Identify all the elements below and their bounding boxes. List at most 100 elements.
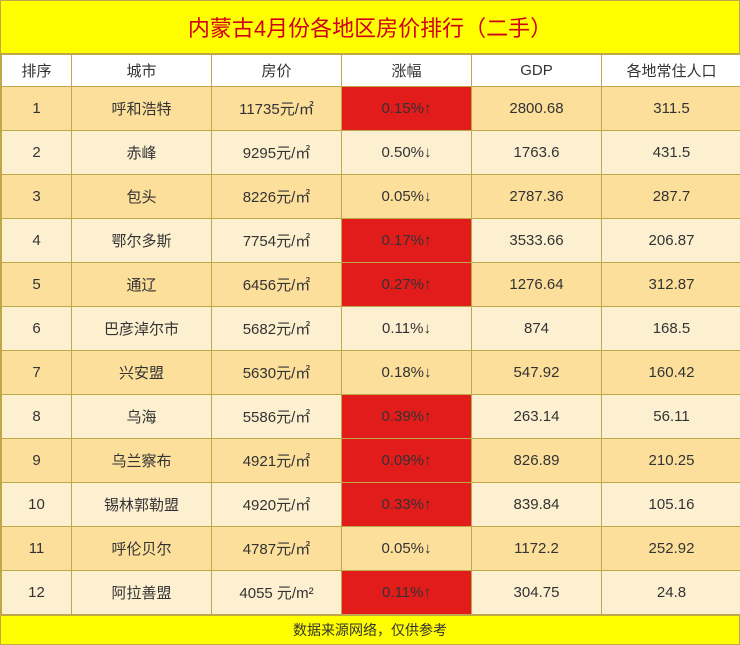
cell-city: 呼伦贝尔 [72,527,212,571]
arrow-down-icon [424,364,432,381]
arrow-down-icon [423,320,431,337]
arrow-up-icon [424,408,432,425]
cell-pop: 312.87 [602,263,740,307]
col-price: 房价 [212,55,342,87]
arrow-up-icon [424,496,432,513]
cell-change: 0.09% [342,439,472,483]
cell-gdp: 839.84 [472,483,602,527]
cell-pop: 56.11 [602,395,740,439]
cell-change: 0.18% [342,351,472,395]
cell-rank: 1 [2,87,72,131]
cell-change: 0.11% [342,571,472,615]
cell-change: 0.50% [342,131,472,175]
cell-gdp: 1276.64 [472,263,602,307]
arrow-down-icon [424,144,432,161]
cell-price: 9295元/㎡ [212,131,342,175]
table-row: 8乌海5586元/㎡0.39%263.1456.11 [2,395,740,439]
arrow-up-icon [424,232,432,249]
table-row: 4鄂尔多斯7754元/㎡0.17%3533.66206.87 [2,219,740,263]
cell-pop: 160.42 [602,351,740,395]
cell-rank: 9 [2,439,72,483]
cell-city: 锡林郭勒盟 [72,483,212,527]
cell-change: 0.39% [342,395,472,439]
cell-change: 0.33% [342,483,472,527]
cell-city: 兴安盟 [72,351,212,395]
arrow-up-icon [424,100,432,117]
cell-gdp: 2787.36 [472,175,602,219]
table-row: 6巴彦淖尔市5682元/㎡0.11%874168.5 [2,307,740,351]
table-body: 1呼和浩特11735元/㎡0.15%2800.68311.52赤峰9295元/㎡… [2,87,740,615]
cell-gdp: 1763.6 [472,131,602,175]
cell-price: 5586元/㎡ [212,395,342,439]
table-container: 内蒙古4月份各地区房价排行（二手） 排序 城市 房价 涨幅 GDP 各地常住人口… [0,0,740,645]
cell-change: 0.11% [342,307,472,351]
cell-price: 11735元/㎡ [212,87,342,131]
cell-price: 5682元/㎡ [212,307,342,351]
cell-rank: 10 [2,483,72,527]
cell-rank: 7 [2,351,72,395]
table-row: 11呼伦贝尔4787元/㎡0.05%1172.2252.92 [2,527,740,571]
price-table: 排序 城市 房价 涨幅 GDP 各地常住人口 1呼和浩特11735元/㎡0.15… [1,54,740,615]
page-title: 内蒙古4月份各地区房价排行（二手） [1,1,739,54]
cell-change: 0.27% [342,263,472,307]
cell-gdp: 3533.66 [472,219,602,263]
cell-city: 呼和浩特 [72,87,212,131]
cell-pop: 105.16 [602,483,740,527]
cell-city: 乌兰察布 [72,439,212,483]
cell-city: 赤峰 [72,131,212,175]
cell-city: 包头 [72,175,212,219]
cell-pop: 24.8 [602,571,740,615]
table-row: 2赤峰9295元/㎡0.50%1763.6431.5 [2,131,740,175]
cell-rank: 6 [2,307,72,351]
arrow-up-icon [424,452,432,469]
arrow-up-icon [423,584,431,601]
cell-gdp: 874 [472,307,602,351]
cell-gdp: 826.89 [472,439,602,483]
table-row: 7兴安盟5630元/㎡0.18%547.92160.42 [2,351,740,395]
cell-price: 5630元/㎡ [212,351,342,395]
cell-city: 乌海 [72,395,212,439]
cell-rank: 5 [2,263,72,307]
cell-gdp: 263.14 [472,395,602,439]
cell-rank: 4 [2,219,72,263]
cell-city: 阿拉善盟 [72,571,212,615]
col-change: 涨幅 [342,55,472,87]
table-row: 1呼和浩特11735元/㎡0.15%2800.68311.5 [2,87,740,131]
cell-pop: 168.5 [602,307,740,351]
col-rank: 排序 [2,55,72,87]
table-row: 10锡林郭勒盟4920元/㎡0.33%839.84105.16 [2,483,740,527]
arrow-up-icon [424,276,432,293]
cell-price: 4787元/㎡ [212,527,342,571]
cell-gdp: 304.75 [472,571,602,615]
cell-rank: 12 [2,571,72,615]
cell-city: 巴彦淖尔市 [72,307,212,351]
cell-gdp: 1172.2 [472,527,602,571]
col-pop: 各地常住人口 [602,55,740,87]
cell-rank: 8 [2,395,72,439]
cell-city: 通辽 [72,263,212,307]
footer-note: 数据来源网络，仅供参考 [1,615,739,644]
cell-pop: 431.5 [602,131,740,175]
arrow-down-icon [424,540,432,557]
col-gdp: GDP [472,55,602,87]
table-row: 9乌兰察布4921元/㎡0.09%826.89210.25 [2,439,740,483]
cell-rank: 11 [2,527,72,571]
cell-city: 鄂尔多斯 [72,219,212,263]
cell-price: 8226元/㎡ [212,175,342,219]
cell-price: 4055 元/m² [212,571,342,615]
cell-change: 0.17% [342,219,472,263]
cell-pop: 287.7 [602,175,740,219]
cell-gdp: 2800.68 [472,87,602,131]
cell-pop: 311.5 [602,87,740,131]
header-row: 排序 城市 房价 涨幅 GDP 各地常住人口 [2,55,740,87]
arrow-down-icon [424,188,432,205]
cell-change: 0.05% [342,175,472,219]
cell-pop: 206.87 [602,219,740,263]
cell-rank: 2 [2,131,72,175]
cell-gdp: 547.92 [472,351,602,395]
table-row: 5通辽6456元/㎡0.27%1276.64312.87 [2,263,740,307]
cell-price: 4920元/㎡ [212,483,342,527]
cell-price: 4921元/㎡ [212,439,342,483]
cell-price: 6456元/㎡ [212,263,342,307]
cell-change: 0.05% [342,527,472,571]
